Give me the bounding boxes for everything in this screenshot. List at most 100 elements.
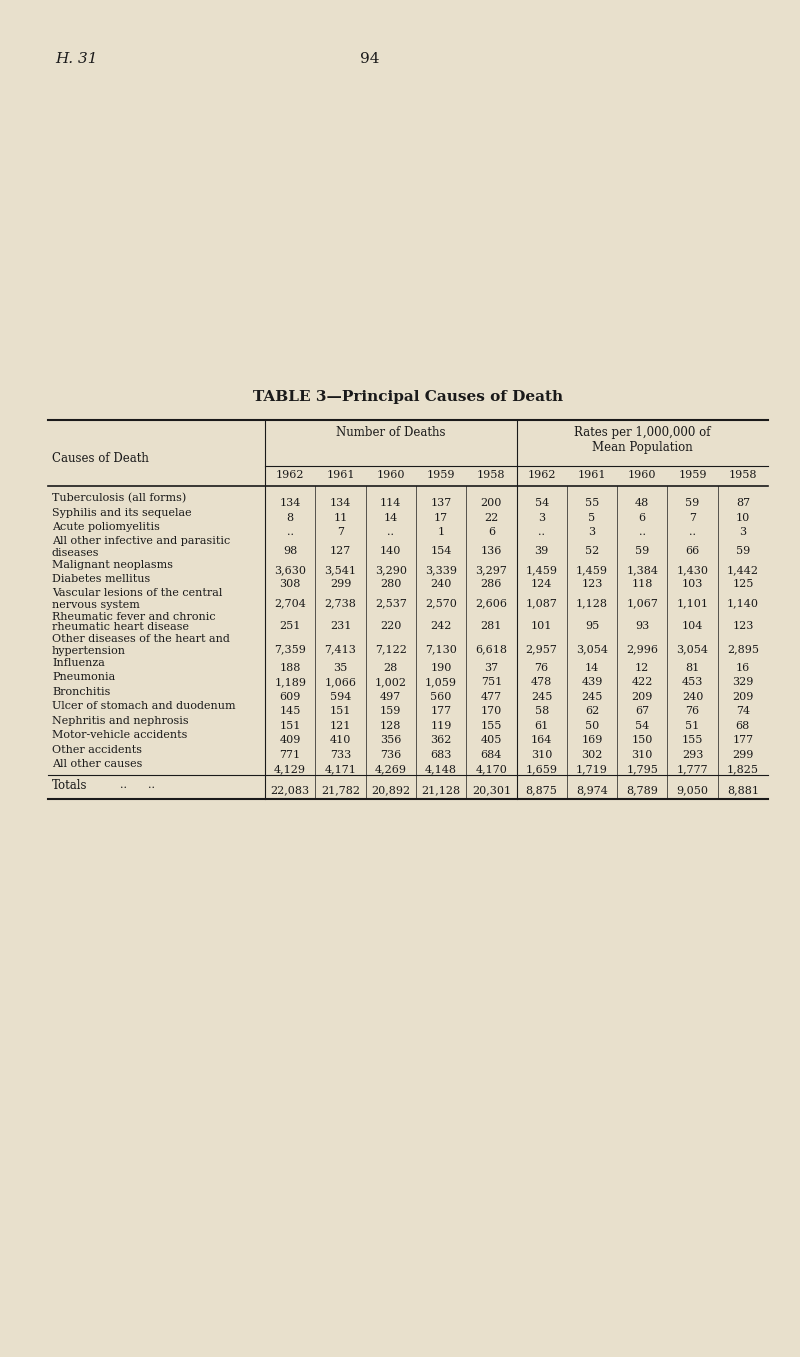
Text: 119: 119 bbox=[430, 721, 452, 731]
Text: 7,359: 7,359 bbox=[274, 645, 306, 654]
Text: Tuberculosis (all forms): Tuberculosis (all forms) bbox=[52, 493, 186, 503]
Text: 1958: 1958 bbox=[477, 470, 506, 480]
Text: 4,269: 4,269 bbox=[374, 764, 406, 775]
Text: 736: 736 bbox=[380, 750, 402, 760]
Text: 409: 409 bbox=[279, 735, 301, 745]
Text: 4,171: 4,171 bbox=[325, 764, 356, 775]
Text: 1,459: 1,459 bbox=[576, 565, 608, 575]
Text: 7: 7 bbox=[337, 528, 344, 537]
Text: 329: 329 bbox=[732, 677, 754, 687]
Text: H. 31: H. 31 bbox=[55, 52, 98, 66]
Text: 1960: 1960 bbox=[628, 470, 657, 480]
Text: 3: 3 bbox=[538, 513, 546, 522]
Text: Motor-vehicle accidents: Motor-vehicle accidents bbox=[52, 730, 187, 741]
Text: 302: 302 bbox=[582, 750, 602, 760]
Text: 67: 67 bbox=[635, 706, 650, 716]
Text: 3,541: 3,541 bbox=[325, 565, 357, 575]
Text: 123: 123 bbox=[582, 579, 602, 589]
Text: All other infective and parasitic: All other infective and parasitic bbox=[52, 536, 230, 547]
Text: 6,618: 6,618 bbox=[475, 645, 507, 654]
Text: 1,059: 1,059 bbox=[425, 677, 457, 687]
Text: 155: 155 bbox=[481, 721, 502, 731]
Text: 1962: 1962 bbox=[527, 470, 556, 480]
Text: 5: 5 bbox=[588, 513, 595, 522]
Text: 3: 3 bbox=[739, 528, 746, 537]
Text: 93: 93 bbox=[635, 622, 650, 631]
Text: 299: 299 bbox=[330, 579, 351, 589]
Text: All other causes: All other causes bbox=[52, 760, 142, 769]
Text: 281: 281 bbox=[481, 622, 502, 631]
Text: 3,339: 3,339 bbox=[425, 565, 457, 575]
Text: ..: .. bbox=[638, 528, 646, 537]
Text: 362: 362 bbox=[430, 735, 452, 745]
Text: 1961: 1961 bbox=[578, 470, 606, 480]
Text: 3,290: 3,290 bbox=[374, 565, 406, 575]
Text: 188: 188 bbox=[279, 662, 301, 673]
Text: 1960: 1960 bbox=[377, 470, 405, 480]
Text: 771: 771 bbox=[279, 750, 301, 760]
Text: 308: 308 bbox=[279, 579, 301, 589]
Text: 1,189: 1,189 bbox=[274, 677, 306, 687]
Text: 4,148: 4,148 bbox=[425, 764, 457, 775]
Text: 200: 200 bbox=[481, 498, 502, 509]
Text: 54: 54 bbox=[534, 498, 549, 509]
Text: Influenza: Influenza bbox=[52, 658, 105, 668]
Text: Rates per 1,000,000 of
Mean Population: Rates per 1,000,000 of Mean Population bbox=[574, 426, 710, 455]
Text: 76: 76 bbox=[686, 706, 700, 716]
Text: 12: 12 bbox=[635, 662, 650, 673]
Text: 1,459: 1,459 bbox=[526, 565, 558, 575]
Text: Vascular lesions of the central: Vascular lesions of the central bbox=[52, 589, 222, 598]
Text: 123: 123 bbox=[732, 622, 754, 631]
Text: 14: 14 bbox=[585, 662, 599, 673]
Text: 7,413: 7,413 bbox=[325, 645, 356, 654]
Text: 7: 7 bbox=[689, 513, 696, 522]
Text: 134: 134 bbox=[279, 498, 301, 509]
Text: 20,301: 20,301 bbox=[472, 786, 511, 795]
Text: 240: 240 bbox=[682, 692, 703, 702]
Text: 231: 231 bbox=[330, 622, 351, 631]
Text: 1962: 1962 bbox=[276, 470, 304, 480]
Text: 751: 751 bbox=[481, 677, 502, 687]
Text: 251: 251 bbox=[279, 622, 301, 631]
Text: 1,777: 1,777 bbox=[677, 764, 708, 775]
Text: 1959: 1959 bbox=[678, 470, 707, 480]
Text: 478: 478 bbox=[531, 677, 552, 687]
Text: 14: 14 bbox=[384, 513, 398, 522]
Text: 609: 609 bbox=[279, 692, 301, 702]
Text: 1,087: 1,087 bbox=[526, 598, 558, 608]
Text: 410: 410 bbox=[330, 735, 351, 745]
Text: 3: 3 bbox=[588, 528, 595, 537]
Text: ..: .. bbox=[120, 780, 127, 791]
Text: 21,782: 21,782 bbox=[321, 786, 360, 795]
Text: 10: 10 bbox=[736, 513, 750, 522]
Text: Other accidents: Other accidents bbox=[52, 745, 142, 754]
Text: Pneumonia: Pneumonia bbox=[52, 672, 115, 683]
Text: 1,002: 1,002 bbox=[374, 677, 406, 687]
Text: 169: 169 bbox=[582, 735, 602, 745]
Text: 61: 61 bbox=[534, 721, 549, 731]
Text: 9,050: 9,050 bbox=[677, 786, 709, 795]
Text: 114: 114 bbox=[380, 498, 402, 509]
Text: 58: 58 bbox=[534, 706, 549, 716]
Text: 310: 310 bbox=[631, 750, 653, 760]
Text: 28: 28 bbox=[384, 662, 398, 673]
Text: 8,789: 8,789 bbox=[626, 786, 658, 795]
Text: 497: 497 bbox=[380, 692, 402, 702]
Text: 8,875: 8,875 bbox=[526, 786, 558, 795]
Text: ..: .. bbox=[689, 528, 696, 537]
Text: 594: 594 bbox=[330, 692, 351, 702]
Text: 190: 190 bbox=[430, 662, 452, 673]
Text: 59: 59 bbox=[635, 546, 650, 556]
Text: rheumatic heart disease: rheumatic heart disease bbox=[52, 623, 189, 632]
Text: nervous system: nervous system bbox=[52, 600, 140, 609]
Text: 3,630: 3,630 bbox=[274, 565, 306, 575]
Text: 134: 134 bbox=[330, 498, 351, 509]
Text: diseases: diseases bbox=[52, 547, 99, 558]
Text: 4,129: 4,129 bbox=[274, 764, 306, 775]
Text: 245: 245 bbox=[531, 692, 552, 702]
Text: 453: 453 bbox=[682, 677, 703, 687]
Text: Ulcer of stomach and duodenum: Ulcer of stomach and duodenum bbox=[52, 702, 236, 711]
Text: 59: 59 bbox=[686, 498, 700, 509]
Text: Nephritis and nephrosis: Nephritis and nephrosis bbox=[52, 715, 189, 726]
Text: 62: 62 bbox=[585, 706, 599, 716]
